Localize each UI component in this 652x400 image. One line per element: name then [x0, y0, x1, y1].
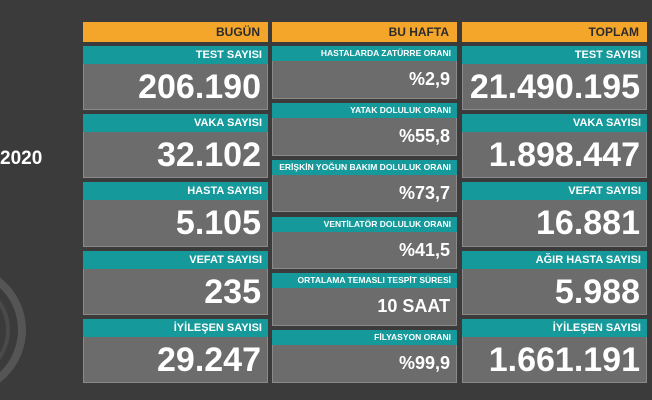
stat-value: 5.105 — [83, 200, 268, 247]
stat-label: İYİLEŞEN SAYISI — [83, 318, 268, 337]
stat-value: 1.661.191 — [462, 336, 647, 383]
stat-label: TEST SAYISI — [83, 46, 268, 64]
column-header: BUGÜN — [83, 22, 268, 42]
stat-value: 206.190 — [83, 64, 268, 111]
stat-label: VAKA SAYISI — [462, 114, 647, 133]
stat-value: %55,8 — [272, 117, 457, 156]
column-header: TOPLAM — [462, 22, 647, 42]
stat-label: YATAK DOLULUK ORANI — [272, 102, 457, 118]
stat-value: 10 SAAT — [272, 288, 457, 327]
stat-label: VENTİLATÖR DOLULUK ORANI — [272, 216, 457, 232]
stat-value: 235 — [83, 268, 268, 315]
stat-label: HASTA SAYISI — [83, 182, 268, 201]
stat-label: TEST SAYISI — [462, 46, 647, 64]
stat-value: %2,9 — [272, 61, 457, 99]
stat-label: İYİLEŞEN SAYISI — [462, 318, 647, 337]
emblem-fragment — [0, 277, 26, 383]
stat-label: FİLYASYON ORANI — [272, 330, 457, 346]
stat-value: 21.490.195 — [462, 64, 647, 111]
stat-value: %41,5 — [272, 231, 457, 270]
stat-label: ERİŞKİN YOĞUN BAKIM DOLULUK ORANI — [272, 159, 457, 175]
stat-label: VEFAT SAYISI — [83, 250, 268, 269]
stat-label: AĞIR HASTA SAYISI — [462, 250, 647, 269]
stat-label: ORTALAMA TEMASLI TESPİT SÜRESİ — [272, 273, 457, 289]
stat-value: 29.247 — [83, 336, 268, 383]
stat-value: 5.988 — [462, 268, 647, 315]
stat-value: 16.881 — [462, 200, 647, 247]
date-fragment: 2020 — [0, 148, 43, 169]
stat-value: 1.898.447 — [462, 132, 647, 179]
column-header: BU HAFTA — [272, 22, 457, 42]
stat-value: %99,9 — [272, 345, 457, 383]
stat-value: 32.102 — [83, 132, 268, 179]
stat-label: HASTALARDA ZATÜRRE ORANI — [272, 46, 457, 61]
stat-label: VAKA SAYISI — [83, 114, 268, 133]
stat-value: %73,7 — [272, 174, 457, 213]
stat-label: VEFAT SAYISI — [462, 182, 647, 201]
